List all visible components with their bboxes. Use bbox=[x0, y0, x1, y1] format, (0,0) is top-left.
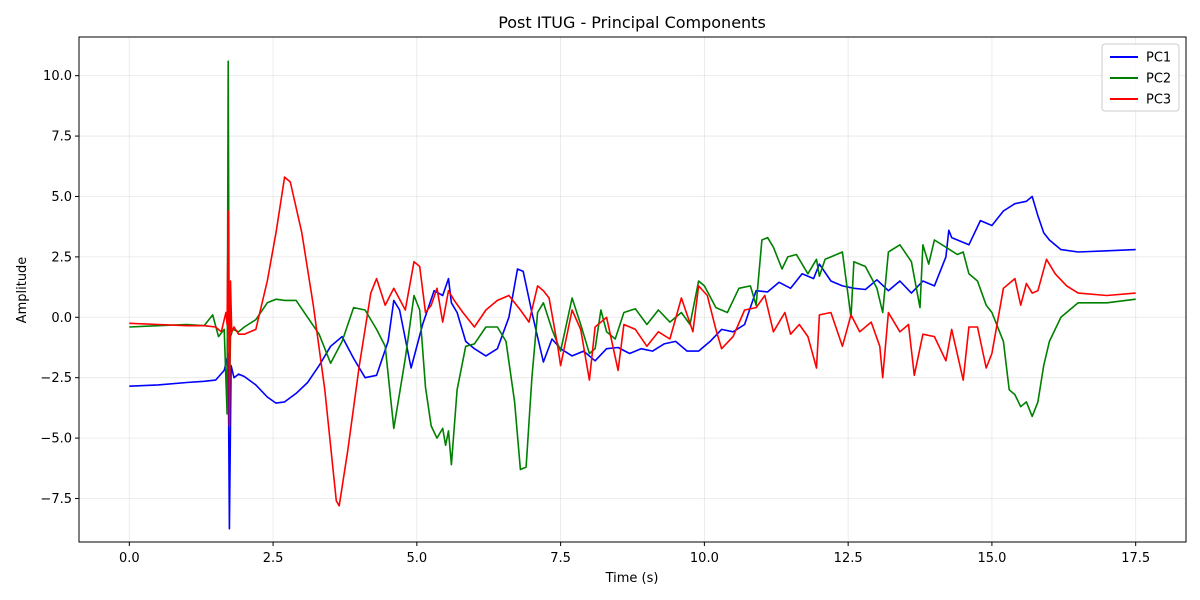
plot-area-frame bbox=[78, 36, 1187, 543]
y-tick-label: 2.5 bbox=[51, 250, 72, 265]
series-line-pc3 bbox=[129, 176, 1136, 507]
y-tick-label: −7.5 bbox=[40, 492, 72, 507]
y-tick-label: 0.0 bbox=[51, 311, 72, 326]
x-axis-label: Time (s) bbox=[605, 571, 659, 586]
series-line-pc1 bbox=[129, 195, 1136, 530]
chart-title: Post ITUG - Principal Components bbox=[498, 13, 766, 32]
x-tick-label: 2.5 bbox=[263, 551, 284, 566]
y-tick-label: 7.5 bbox=[51, 130, 72, 145]
x-tick-label: 17.5 bbox=[1121, 551, 1150, 566]
legend: PC1 PC2 PC3 bbox=[1101, 43, 1180, 112]
legend-label: PC1 bbox=[1146, 51, 1171, 66]
legend-label: PC3 bbox=[1146, 93, 1171, 108]
grid bbox=[79, 37, 1186, 542]
axis-ticks: 0.0 2.5 5.0 7.5 10.0 12.5 15.0 17.5 −7.5 −5.0 −2.5… bbox=[40, 69, 1150, 566]
y-tick-label: −5.0 bbox=[40, 432, 72, 447]
x-tick-label: 7.5 bbox=[550, 551, 571, 566]
x-tick-label: 12.5 bbox=[834, 551, 863, 566]
legend-label: PC2 bbox=[1146, 72, 1171, 87]
y-tick-label: 5.0 bbox=[51, 190, 72, 205]
x-tick-label: 10.0 bbox=[690, 551, 719, 566]
y-axis-label: Amplitude bbox=[15, 257, 30, 324]
x-tick-label: 15.0 bbox=[977, 551, 1006, 566]
y-tick-label: −2.5 bbox=[40, 371, 72, 386]
x-tick-label: 0.0 bbox=[119, 551, 140, 566]
x-tick-label: 5.0 bbox=[407, 551, 428, 566]
legend-box bbox=[1101, 43, 1180, 112]
series-layer bbox=[129, 60, 1136, 530]
y-tick-label: 10.0 bbox=[43, 69, 72, 84]
series-line-pc2 bbox=[129, 60, 1136, 471]
